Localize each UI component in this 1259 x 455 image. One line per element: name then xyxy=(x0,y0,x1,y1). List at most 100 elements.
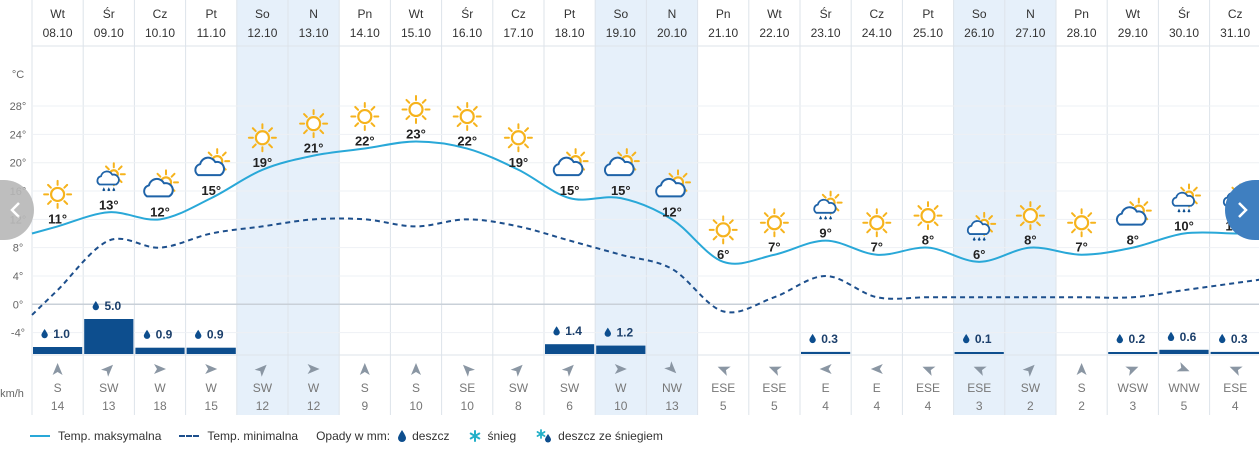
cloud-shape xyxy=(194,156,226,177)
wind-direction: SW xyxy=(253,381,273,395)
day-name: Wt xyxy=(767,7,782,21)
wind-speed: 12 xyxy=(307,399,321,413)
sun-disc xyxy=(510,130,527,146)
max-temp-label: 8° xyxy=(1024,233,1036,248)
rain-drop-icon xyxy=(604,327,611,337)
sun-disc xyxy=(357,108,373,125)
sun-ray xyxy=(354,105,360,111)
weekend-band xyxy=(953,0,1005,415)
sun-icon xyxy=(759,208,789,238)
day-name: Śr xyxy=(820,6,832,21)
precip-label: 0.2 xyxy=(1128,332,1145,346)
wind-speed: 13 xyxy=(665,399,679,413)
sun-ray xyxy=(1071,212,1076,218)
wind-direction: S xyxy=(1078,381,1086,395)
precip-label: 0.9 xyxy=(207,328,224,342)
precip-bar xyxy=(1210,351,1259,354)
precip-label-group: 0.3 xyxy=(1219,332,1248,346)
sun-icon xyxy=(401,94,431,124)
sun-icon xyxy=(1015,201,1045,231)
y-tick-label: 28° xyxy=(10,101,27,113)
max-temp-label: 10° xyxy=(1174,219,1194,234)
sun-ray xyxy=(370,105,376,111)
wind-arrow-icon xyxy=(205,364,218,374)
precip-label: 0.9 xyxy=(156,328,173,342)
precip-bar xyxy=(186,347,236,354)
wind-speed: 4 xyxy=(925,399,932,413)
max-temp-label: 6° xyxy=(973,247,985,262)
precip-label-group: 1.4 xyxy=(553,324,582,338)
y-unit-label: °C xyxy=(12,69,24,81)
weekend-band xyxy=(236,0,288,415)
wind-direction: SW xyxy=(509,381,529,395)
sun-ray xyxy=(303,129,308,135)
wind-speed: 5 xyxy=(720,399,727,413)
cloud-sun-icon xyxy=(552,148,589,177)
max-temp-label: 22° xyxy=(355,134,375,149)
legend-min-swatch xyxy=(179,435,200,437)
sun-icon xyxy=(503,123,533,153)
rain-drop-icon xyxy=(963,334,970,344)
day-name: Cz xyxy=(1228,7,1243,21)
wind-speed: 4 xyxy=(1232,399,1239,413)
day-name: Pt xyxy=(922,7,934,21)
precip-bar xyxy=(545,344,595,354)
sun-ray xyxy=(917,221,923,227)
sun-ray xyxy=(207,151,213,157)
day-date: 13.10 xyxy=(299,26,329,40)
wind-arrow-icon xyxy=(462,364,475,377)
wind-arrow-icon xyxy=(101,364,114,377)
day-date: 26.10 xyxy=(964,26,994,40)
cloud-sun-icon xyxy=(143,169,179,198)
wind-direction: WNW xyxy=(1168,381,1200,395)
y-tick-label: 8° xyxy=(13,243,24,255)
wind-speed: 12 xyxy=(256,399,270,413)
wind-speed: 14 xyxy=(51,399,65,413)
day-name: Pn xyxy=(1074,7,1089,21)
precip-bar xyxy=(1108,352,1158,354)
precip-label-group: 1.0 xyxy=(41,327,70,341)
sun-ray xyxy=(668,172,674,178)
sun-ray xyxy=(524,127,529,133)
wind-speed: 6 xyxy=(566,399,573,413)
weekend-band xyxy=(288,0,340,415)
day-date: 09.10 xyxy=(94,26,124,40)
day-name: N xyxy=(309,7,318,21)
precip-label: 0.3 xyxy=(1231,332,1248,346)
y-tick-label: 0° xyxy=(13,299,24,311)
max-temp-label: 8° xyxy=(1127,233,1139,248)
wind-speed: 3 xyxy=(976,399,983,413)
wind-arrow-icon xyxy=(922,366,936,376)
wind-speed: 10 xyxy=(461,399,475,413)
wind-arrow-icon xyxy=(870,364,883,374)
precip-bar xyxy=(801,351,851,354)
rain-sun-icon xyxy=(96,162,126,192)
chevron-left-icon xyxy=(10,202,20,218)
day-date: 11.10 xyxy=(197,26,226,40)
sun-ray xyxy=(319,113,325,118)
wind-arrow-icon xyxy=(1229,366,1243,376)
legend-min-label: Temp. minimalna xyxy=(207,429,299,443)
max-temp-label: 21° xyxy=(304,141,324,156)
max-temp-label: 19° xyxy=(253,155,273,170)
day-date: 19.10 xyxy=(606,26,636,40)
precip-label-group: 0.2 xyxy=(1116,332,1145,346)
sun-icon xyxy=(350,102,380,132)
sun-ray xyxy=(882,212,888,218)
precip-label: 0.3 xyxy=(821,332,838,346)
cloud-shape xyxy=(603,156,635,177)
wind-speed: 3 xyxy=(1129,399,1136,413)
sun-ray xyxy=(405,98,411,104)
sun-ray xyxy=(821,193,827,199)
sun-ray xyxy=(1192,186,1198,192)
legend-mixed-label: deszcz ze śniegiem xyxy=(558,429,663,443)
sun-ray xyxy=(105,165,110,171)
max-temp-label: 15° xyxy=(611,183,631,198)
wind-arrow-icon xyxy=(154,364,166,374)
day-date: 08.10 xyxy=(43,26,73,40)
sun-ray xyxy=(472,122,478,128)
day-name: Śr xyxy=(103,6,115,21)
precip-label-group: 0.6 xyxy=(1167,330,1197,344)
legend-precip-title: Opady w mm: xyxy=(316,429,391,443)
wind-direction: NW xyxy=(662,381,683,395)
